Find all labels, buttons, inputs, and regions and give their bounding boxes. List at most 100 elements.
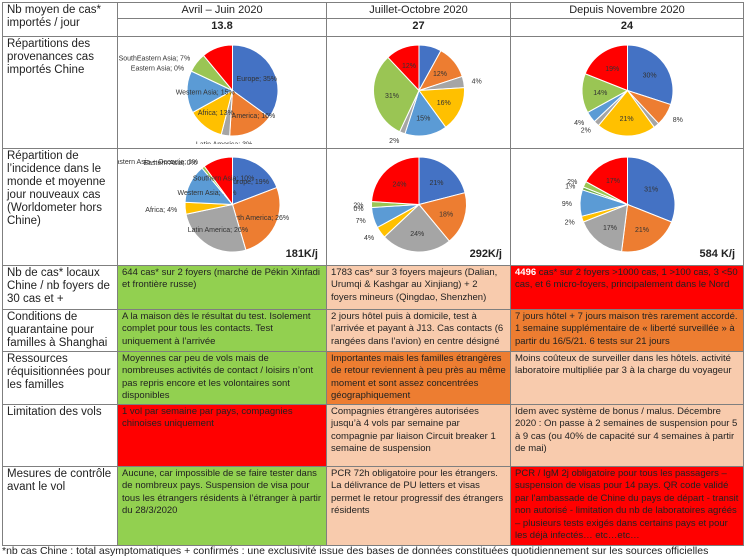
incidence-daily-2: 292K/j [469, 248, 502, 260]
pie-slice [371, 156, 420, 206]
pie-label: 2% [389, 138, 399, 144]
pie-label: Southern Asia; 10% [193, 175, 255, 182]
control-cell-3: PCR / IgM 2j obligatoire pour tous les p… [510, 465, 744, 546]
pie-label: 24% [392, 182, 406, 189]
pie-label: 30% [643, 72, 657, 79]
pie-label: 1% [565, 184, 575, 191]
pie-slice [418, 86, 465, 128]
pie-label: North America; 26% [227, 215, 289, 222]
provenance-pie-3: 30% 8% 21% 2%4% 14% 19% [574, 43, 683, 136]
pie-label: SouthEastern Asia; 7% [119, 55, 191, 62]
pie-label: Eastern Asia; 0% [131, 65, 184, 72]
quarantine-cell-3: 7 jours hôtel + 7 jours maison très rare… [510, 308, 744, 352]
pie-slice [620, 203, 673, 253]
pie-label: 14% [593, 90, 607, 97]
row-label-incidence: Répartition de l’incidence dans le monde… [2, 148, 118, 266]
pie-slice [627, 156, 676, 223]
pie-label: Africa; 4% [145, 207, 177, 214]
resources-cell-3: Moins coûteux de surveiller dans les hôt… [510, 350, 744, 405]
pie-label: SouthEastern Asia + Oceania; 1% [118, 159, 198, 166]
pie-slice [202, 43, 233, 92]
resources-cell-2: Importantes mais les familles étrangères… [326, 350, 511, 405]
pie-slice [597, 89, 655, 136]
resources-cell-1: Moyennes car peu de vols mais de nombreu… [117, 350, 327, 405]
pie-slice [418, 192, 467, 242]
pie-label: Latin America; 3% [196, 141, 252, 144]
row-label-flights: Limitation des vols [2, 403, 118, 467]
pie-label: 21% [635, 227, 649, 234]
pie-label: 0% [353, 206, 363, 213]
pie-label: 17% [603, 225, 617, 232]
pie-label: Latin America; 26% [188, 227, 248, 234]
pie-label: Africa; 13% [198, 110, 234, 117]
pie-label: 12% [402, 63, 416, 70]
local-cell-2: 1783 cas* sur 3 foyers majeurs (Dalian, … [326, 264, 511, 310]
incidence-cell-1: Europe; 19% North America; 26% Latin Ameri… [117, 148, 327, 266]
pie-slice [383, 203, 450, 253]
pie-label: 12% [433, 71, 447, 78]
header-period-1: Avril – Juin 2020 [117, 2, 327, 19]
header-period-3: Depuis Novembre 2020 [510, 2, 744, 19]
pie-label: 31% [644, 187, 658, 194]
pie-slice [229, 89, 271, 136]
pie-label: 4% [472, 78, 482, 85]
pie-slice [203, 156, 233, 207]
row-label-resources: Ressources réquisitionnées pour les fami… [2, 350, 118, 405]
pie-slice [231, 186, 281, 251]
local-cell-3-text: cas* sur 2 foyers >1000 cas, 1 >100 cas,… [515, 266, 738, 291]
pie-slice [585, 156, 628, 206]
pie-label: 2% [567, 179, 577, 186]
flights-cell-2: Compagnies étrangères autorisées jusqu’à… [326, 403, 511, 467]
incidence-cell-3: 31% 21% 17% 2% 9% 1% 2% 17% 584 K/j [510, 148, 744, 266]
pie-slice [582, 203, 629, 253]
quarantine-cell-1: A la maison dès le résultat du test. Iso… [117, 308, 327, 352]
comparison-table: Nb moyen de cas* importés / jour Avril –… [2, 2, 744, 546]
corner-cell: Nb moyen de cas* importés / jour [2, 2, 118, 37]
control-cell-1: Aucune, car impossible de se faire teste… [117, 465, 327, 546]
pie-label: 17% [606, 178, 620, 185]
pie-label: Europe; 35% [237, 76, 277, 83]
incidence-pie-2: 21% 18% 24% 4% 7% 0%2% 24% [353, 156, 467, 253]
imported-value-1: 13.8 [117, 17, 327, 37]
pie-slice [232, 156, 278, 206]
pie-label: 8% [673, 117, 683, 124]
pie-label: Eastern Asia; 0% [143, 160, 196, 167]
row-label-provenance: Répartitions des provenances cas importé… [2, 35, 118, 149]
pie-label: Western Asia; 13% [177, 190, 236, 197]
pie-label: 19% [605, 65, 619, 72]
pie-label: 16% [437, 100, 451, 107]
pie-label: 21% [429, 180, 443, 187]
header-period-2: Juillet-Octobre 2020 [326, 2, 511, 19]
row-label-local: Nb de cas* locaux Chine / nb foyers de 3… [2, 264, 118, 310]
pie-slice [584, 43, 628, 91]
pie-label: 9% [562, 201, 572, 208]
pie-label: North America; 16% [213, 113, 275, 120]
pie-label: Europe; 19% [228, 179, 268, 186]
imported-value-2: 27 [326, 17, 511, 37]
incidence-pie-1: Europe; 19% North America; 26% Latin Ameri… [118, 156, 289, 253]
pie-label: 15% [416, 115, 430, 122]
row-label-quarantine: Conditions de quarantaine pour familles … [2, 308, 118, 352]
pie-label: Western Asia; 15% [176, 89, 235, 96]
local-cell-1: 644 cas* sur 2 foyers (marché de Pékin X… [117, 264, 327, 310]
pie-label: 2% [581, 127, 591, 134]
row-label-control: Mesures de contrôle avant le vol [2, 465, 118, 546]
pie-label: 21% [620, 115, 634, 122]
pie-label: 4% [364, 235, 374, 242]
incidence-daily-3: 584 K/j [699, 248, 735, 260]
provenance-cell-3: 30% 8% 21% 2% 4% 14% 19% [510, 35, 744, 149]
pie-slice [418, 156, 466, 206]
control-cell-2: PCR 72h obligatoire pour les étrangers. … [326, 465, 511, 546]
incidence-daily-1: 181K/j [285, 248, 318, 260]
pie-label: 18% [439, 211, 453, 218]
pie-slice [387, 43, 420, 92]
pie-label: 31% [385, 92, 399, 99]
pie-slice [627, 43, 674, 105]
pie-slice [185, 203, 247, 253]
provenance-cell-2: 12% 4% 16% 15% 2% 31% 12% [326, 35, 511, 149]
pie-slice [232, 43, 279, 118]
footnote: *nb cas Chine : total asymptomatiques + … [2, 545, 709, 557]
pie-label: 24% [410, 231, 424, 238]
pie-slice [373, 56, 420, 132]
local-cell-3: 4496 cas* sur 2 foyers >1000 cas, 1 >100… [510, 264, 744, 310]
